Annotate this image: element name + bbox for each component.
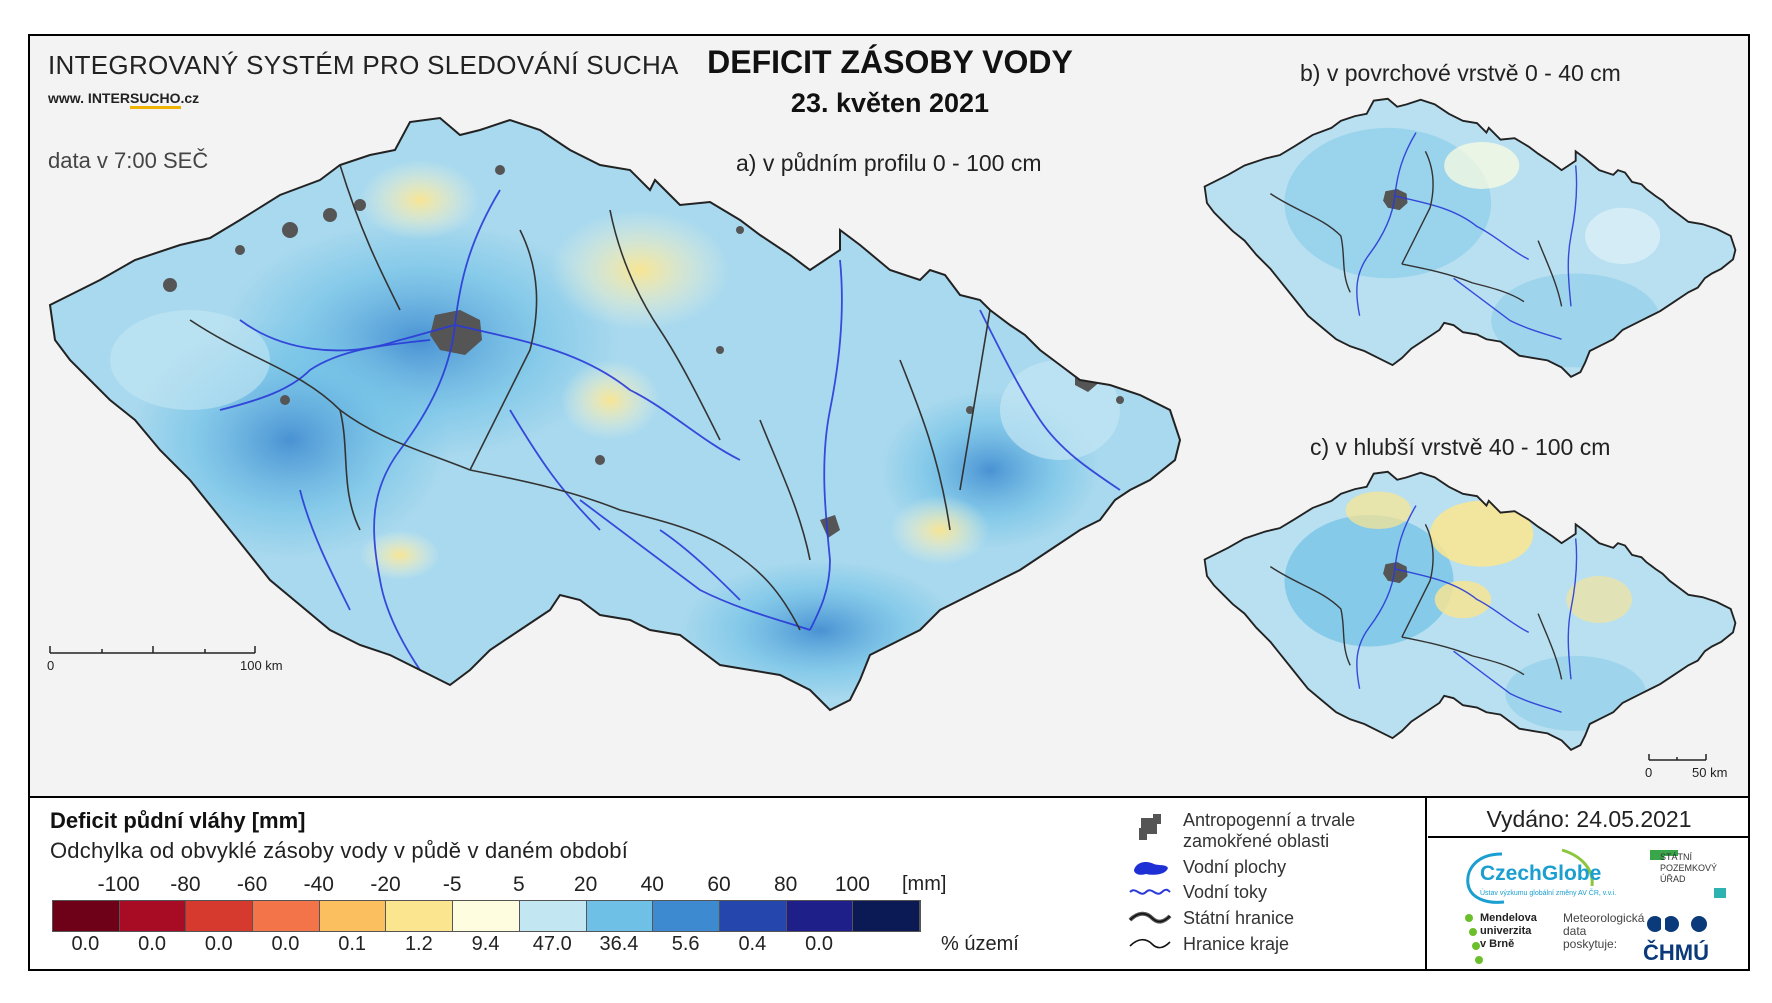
legend-colorbar <box>52 900 921 932</box>
issued-divider <box>1428 836 1750 838</box>
legend-class-swatch <box>653 901 720 931</box>
legend-class-pct: 0.0 <box>204 933 233 955</box>
legend-tick-label: -40 <box>303 873 334 896</box>
meteo-line3: poskytuje: <box>1563 937 1618 951</box>
legend-unit: [mm] <box>902 873 947 895</box>
map-c-label: c) v hlubší vrstvě 40 - 100 cm <box>1310 434 1611 460</box>
mendelu-name: Mendelova univerzita v Brně <box>1480 912 1537 951</box>
legend-class-swatch <box>253 901 320 931</box>
symbol-water-courses: Vodní toky <box>1183 882 1268 902</box>
mendelu-line3: v Brně <box>1480 938 1515 950</box>
main-title: DEFICIT ZÁSOBY VODY <box>707 44 1073 80</box>
chmu-name: ČHMÚ <box>1643 940 1709 965</box>
symbol-region-border: Hranice kraje <box>1183 934 1290 954</box>
czechglobe-logo <box>1466 848 1594 904</box>
legend-class-swatch <box>319 901 387 931</box>
legend-title: Deficit půdní vláhy [mm] <box>50 808 306 833</box>
legend-tick-label: -5 <box>442 873 462 896</box>
czechglobe-name: CzechGlobe <box>1480 862 1602 885</box>
legend-tick-label: 5 <box>513 873 525 896</box>
chmu-logo-icon <box>1647 916 1707 932</box>
meteo-line2: data <box>1563 924 1587 938</box>
url-suffix: .cz <box>180 90 200 106</box>
mendelu-logo <box>1465 914 1483 964</box>
legend-class-swatch <box>119 901 187 931</box>
legend-tick-label: -20 <box>370 873 401 896</box>
legend-tick-label: 40 <box>640 873 664 896</box>
scale-bar-small <box>1648 754 1707 761</box>
spu-name: STÁTNÍ POZEMKOVÝ ÚŘAD <box>1660 852 1717 885</box>
url-prefix: www. INTER <box>48 90 130 106</box>
legend-class-pct: 0.1 <box>338 933 367 955</box>
legend-class-pct: 0.4 <box>738 933 767 955</box>
legend-class-swatch <box>586 901 654 931</box>
spu-line2: POZEMKOVÝ <box>1660 863 1718 873</box>
legend-class-swatch <box>386 901 454 931</box>
map-a-main <box>49 117 1181 711</box>
legend-tick-label: -80 <box>170 873 201 896</box>
spu-line1: STÁTNÍ <box>1660 852 1693 862</box>
map-b-label: b) v povrchové vrstvě 0 - 40 cm <box>1300 60 1621 86</box>
legend-class-pct: 0.0 <box>271 933 300 955</box>
region-border-icon <box>1129 938 1171 949</box>
legend-tick-label: -60 <box>236 873 268 896</box>
legend-class-swatch <box>53 901 120 931</box>
legend-class-swatch <box>786 901 854 931</box>
legend-class-swatch <box>453 901 520 931</box>
legend-tick-label: 20 <box>573 873 598 896</box>
mendelu-line2: univerzita <box>1480 925 1532 937</box>
symbol-anthro-line1: Antropogenní a trvale <box>1183 810 1356 830</box>
system-title: INTEGROVANÝ SYSTÉM PRO SLEDOVÁNÍ SUCHA <box>48 50 679 80</box>
legend-class-pct: 0.0 <box>138 933 166 955</box>
legend-class-pct: 0.0 <box>805 933 833 955</box>
water-body-icon <box>1134 862 1168 875</box>
meteo-data-note: Meteorologická data poskytuje: <box>1563 912 1644 951</box>
issued-date: Vydáno: 24.05.2021 <box>1486 806 1692 832</box>
water-course-icon <box>1129 888 1171 895</box>
legend-divider <box>1425 796 1427 971</box>
legend-class-pct: 5.6 <box>671 933 700 955</box>
legend-class-swatch <box>519 901 587 931</box>
state-border-icon <box>1128 911 1172 924</box>
scale-main-zero: 0 <box>47 658 55 673</box>
map-date: 23. květen 2021 <box>790 88 990 118</box>
legend-subtitle: Odchylka od obvyklé zásoby vody v půdě v… <box>50 838 629 863</box>
spu-logo <box>1650 850 1726 898</box>
legend-class-swatch <box>186 901 254 931</box>
legend-class-pct: 1.2 <box>404 933 433 955</box>
legend-class-pct: 0.0 <box>71 933 100 955</box>
legend-class-swatch <box>719 901 787 931</box>
legend-tick-label: 80 <box>774 873 798 896</box>
legend-class-swatch <box>853 901 920 931</box>
scale-bar-main <box>49 646 256 654</box>
symbol-anthro-line2: zamokřené oblasti <box>1183 831 1330 851</box>
meteo-line1: Meteorologická <box>1563 911 1645 925</box>
legend-panel <box>28 796 1750 971</box>
map-a-label: a) v půdním profilu 0 - 100 cm <box>736 150 1042 176</box>
symbol-water-bodies: Vodní plochy <box>1183 857 1287 877</box>
scale-main-end: 100 km <box>240 658 283 673</box>
url-highlight: SUCHO <box>129 90 181 109</box>
scale-small-end: 50 km <box>1692 765 1728 780</box>
legend-class-pct: 9.4 <box>471 933 500 955</box>
legend-class-pct: 47.0 <box>532 933 572 955</box>
data-time-note: data v 7:00 SEČ <box>48 148 209 173</box>
scale-small-zero: 0 <box>1645 765 1653 780</box>
czechglobe-subtitle: Ústav výzkumu globální změny AV ČR, v.v.… <box>1480 890 1617 897</box>
legend-tick-label: -100 <box>97 873 140 896</box>
website-url[interactable]: www. INTERSUCHO.cz <box>48 90 200 109</box>
legend-class-pct: 36.4 <box>599 933 639 955</box>
legend-tick-label: 100 <box>834 873 870 896</box>
mendelu-line1: Mendelova <box>1480 912 1537 924</box>
symbol-state-border: Státní hranice <box>1183 908 1295 928</box>
legend-tick-label: 60 <box>707 873 731 896</box>
map-c-deep <box>1203 470 1737 751</box>
map-b-surface <box>1203 97 1737 378</box>
anthropogenic-area-icon <box>1139 814 1161 840</box>
legend-pct-label: % území <box>941 933 1019 955</box>
spu-line3: ÚŘAD <box>1660 874 1686 884</box>
